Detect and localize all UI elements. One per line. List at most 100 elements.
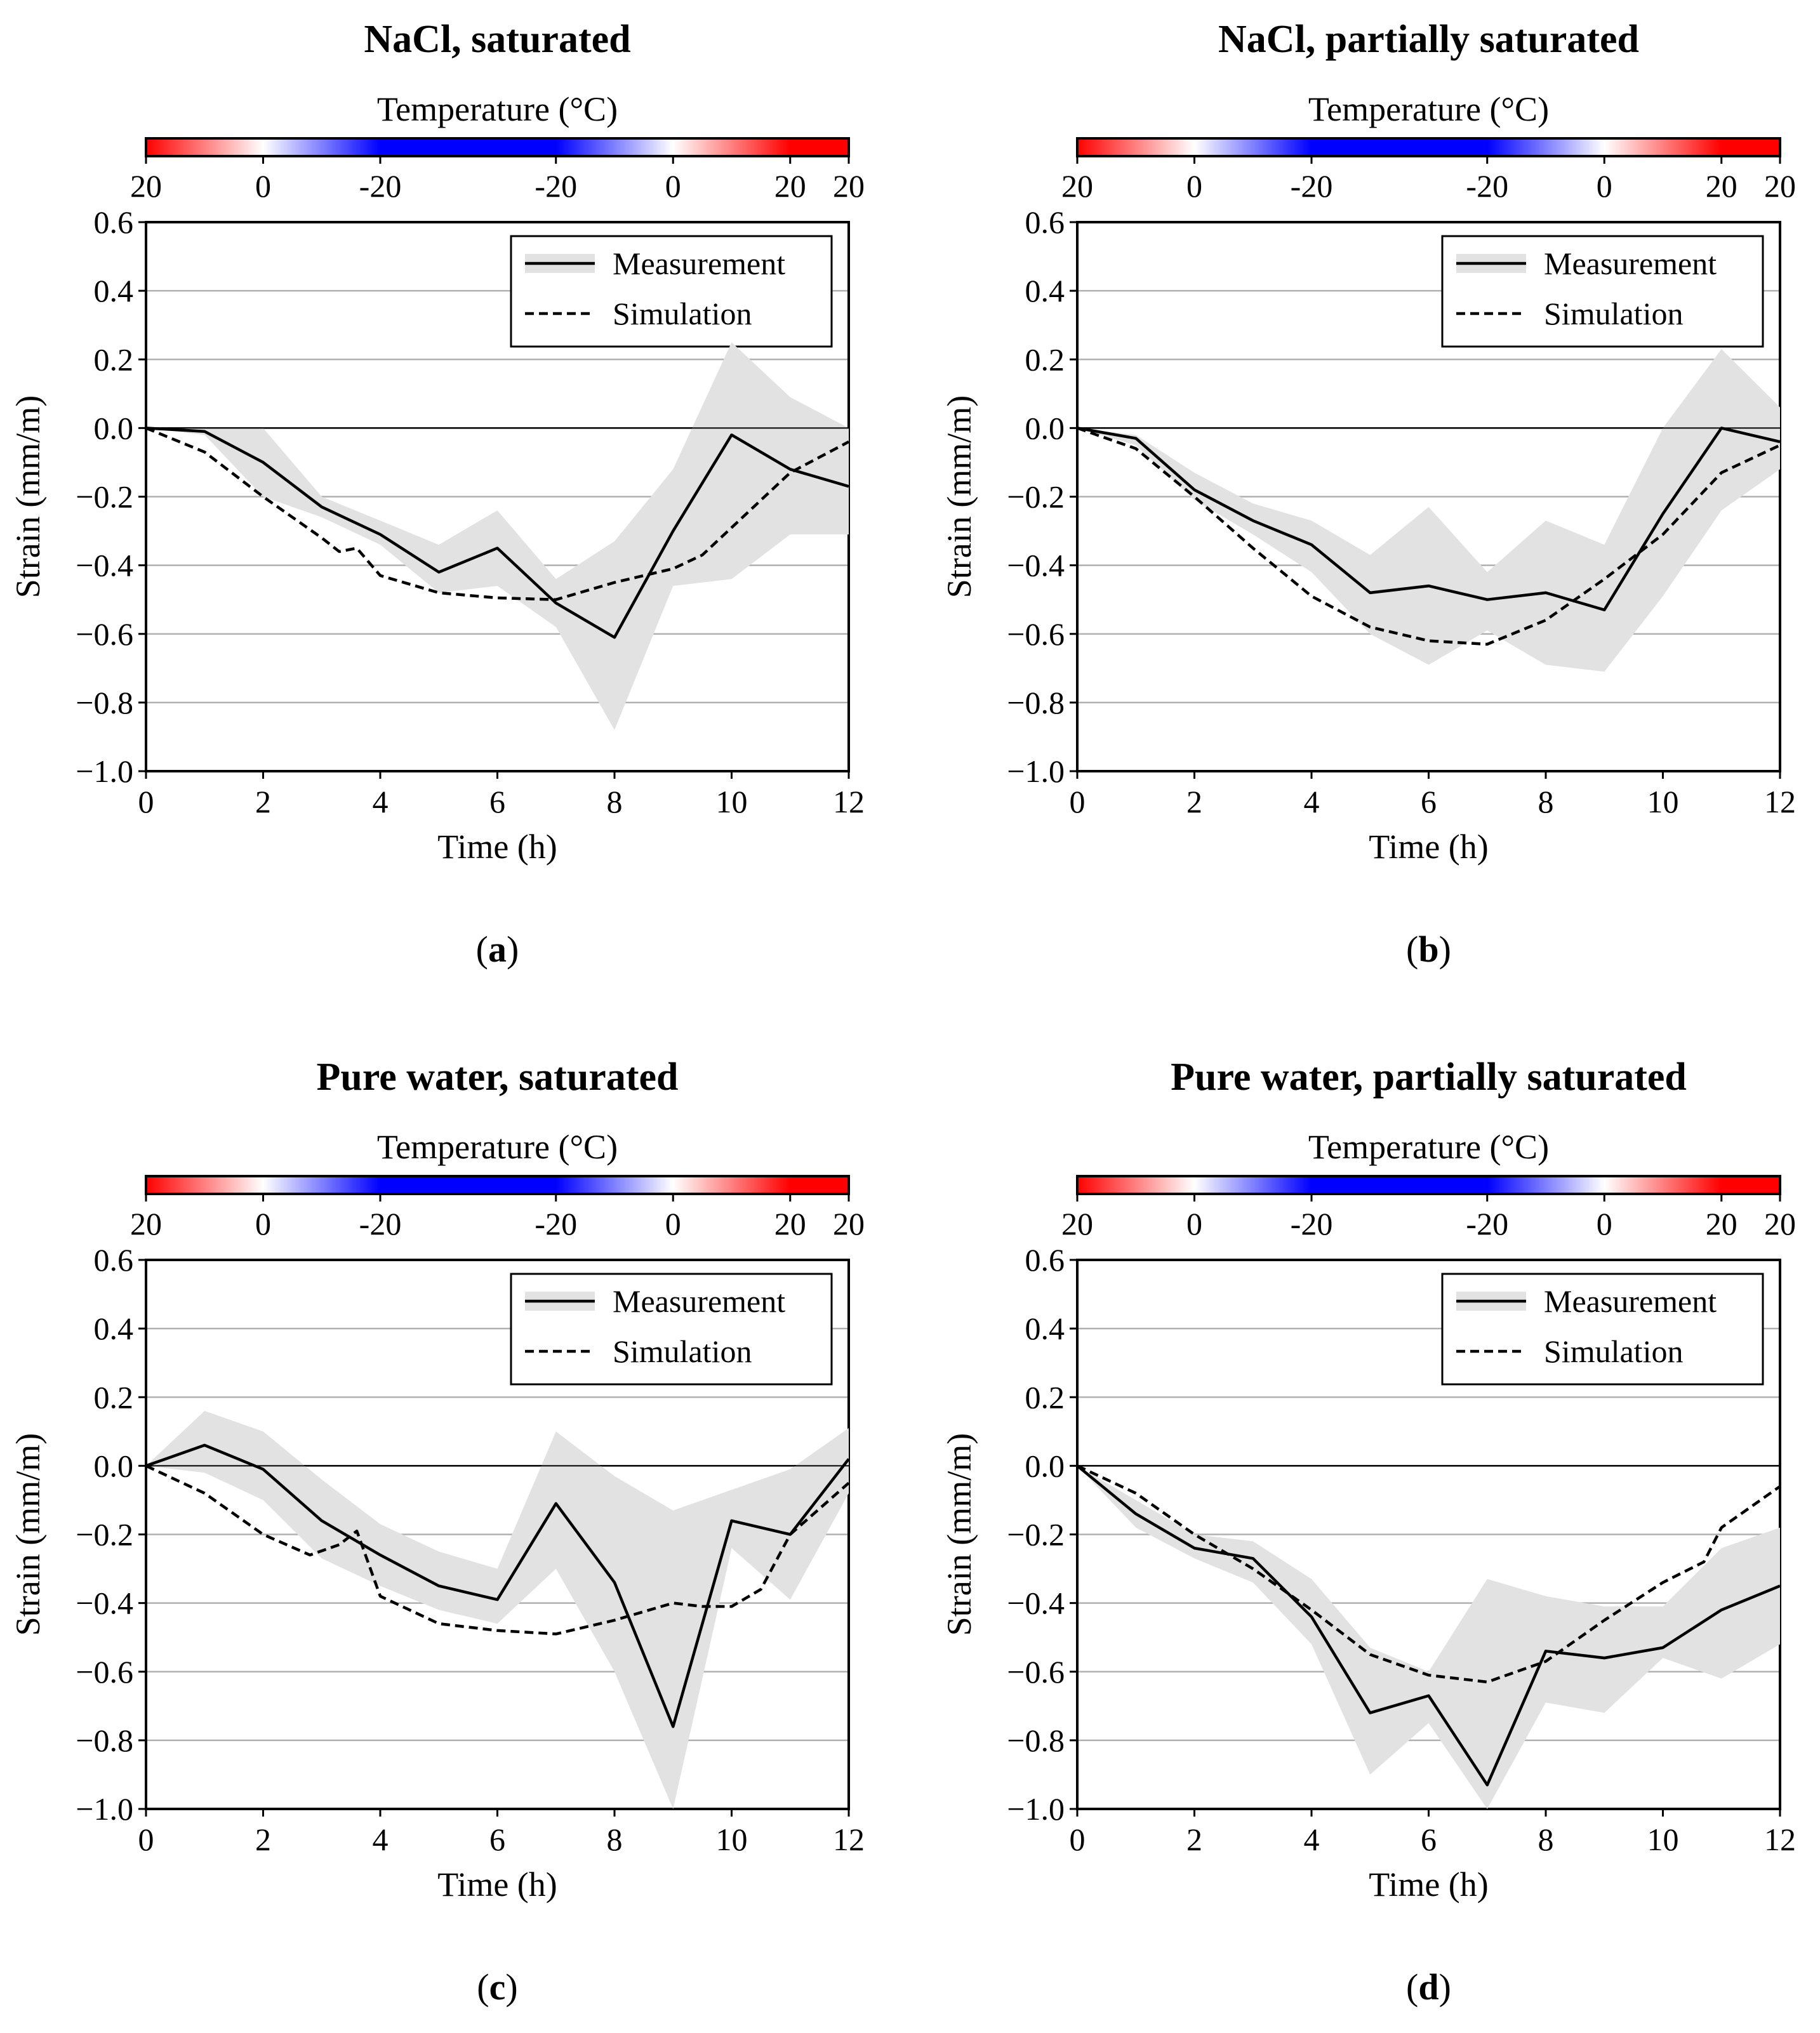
colorbar-tick-label: -20 bbox=[359, 168, 402, 204]
x-tick-label: 12 bbox=[1764, 1822, 1796, 1857]
colorbar-tick-label: 0 bbox=[665, 168, 681, 204]
panel-sublabel: (b) bbox=[1406, 929, 1451, 970]
x-tick-label: 6 bbox=[489, 784, 505, 819]
y-tick-label: −0.4 bbox=[76, 548, 133, 583]
colorbar-tick-label: 20 bbox=[833, 1206, 865, 1242]
y-tick-label: 0.4 bbox=[1025, 1311, 1065, 1346]
x-tick-label: 2 bbox=[1186, 1822, 1202, 1857]
y-tick-label: −0.8 bbox=[76, 685, 133, 720]
sublabel-open: ( bbox=[1406, 929, 1418, 970]
plot-content bbox=[146, 1410, 849, 1809]
legend-measurement-label: Measurement bbox=[613, 246, 785, 281]
colorbar-tick-label: -20 bbox=[1291, 168, 1333, 204]
y-tick-label: 0.2 bbox=[1025, 341, 1065, 377]
chart-title: Pure water, saturated bbox=[317, 1056, 679, 1099]
y-tick-label: 0.6 bbox=[1025, 1242, 1065, 1278]
x-tick-label: 6 bbox=[1421, 1822, 1437, 1857]
measurement-band bbox=[1077, 1466, 1780, 1809]
chart-panel-b: NaCl, partially saturated Temperature (°C… bbox=[940, 18, 1796, 970]
x-tick-label: 0 bbox=[1070, 1822, 1086, 1857]
colorbar-tick-label: 20 bbox=[833, 168, 865, 204]
colorbar bbox=[1076, 1175, 1781, 1195]
x-tick-label: 4 bbox=[1304, 784, 1320, 819]
y-tick-label: 0.6 bbox=[1025, 204, 1065, 240]
x-tick-label: 12 bbox=[1764, 784, 1796, 819]
colorbar bbox=[145, 137, 850, 157]
colorbar-tick-label: 0 bbox=[1597, 1206, 1612, 1242]
legend-measurement-label: Measurement bbox=[613, 1283, 785, 1319]
y-tick-label: 0.2 bbox=[94, 341, 134, 377]
sublabel-letter: b bbox=[1418, 929, 1438, 970]
x-tick-label: 10 bbox=[716, 1822, 748, 1857]
sublabel-open: ( bbox=[476, 929, 488, 970]
y-tick-label: −1.0 bbox=[76, 753, 133, 789]
sublabel-close: ) bbox=[507, 929, 519, 970]
x-tick-label: 4 bbox=[373, 784, 389, 819]
y-tick-label: 0.6 bbox=[94, 204, 134, 240]
simulation-line bbox=[1077, 427, 1780, 646]
colorbar-tick-label: -20 bbox=[535, 1206, 577, 1242]
colorbar bbox=[1076, 137, 1781, 157]
colorbar-tick-label: 20 bbox=[1706, 1206, 1737, 1242]
x-tick-label: 2 bbox=[255, 1822, 271, 1857]
legend-simulation-label: Simulation bbox=[1544, 296, 1683, 331]
colorbar-tick-label: -20 bbox=[1466, 1206, 1508, 1242]
chart-title: Pure water, partially saturated bbox=[1171, 1056, 1687, 1099]
x-axis-label: Time (h) bbox=[1369, 828, 1489, 866]
y-axis-label: Strain (mm/m) bbox=[940, 395, 978, 598]
colorbar-tick-label: 0 bbox=[1186, 168, 1202, 204]
x-tick-label: 10 bbox=[716, 784, 748, 819]
plot-content bbox=[146, 342, 849, 731]
y-tick-label: −0.4 bbox=[1007, 1586, 1065, 1621]
measurement-line bbox=[146, 1443, 849, 1728]
measurement-band bbox=[146, 342, 849, 731]
colorbar-tick-label: -20 bbox=[359, 1206, 402, 1242]
colorbar-tick-label: 0 bbox=[1597, 168, 1612, 204]
y-tick-label: 0.2 bbox=[1025, 1379, 1065, 1415]
plot-content bbox=[1077, 349, 1780, 672]
y-tick-label: −0.6 bbox=[1007, 616, 1065, 652]
x-tick-label: 8 bbox=[1538, 784, 1554, 819]
plot-area-c bbox=[146, 1410, 849, 1809]
y-tick-label: −0.2 bbox=[76, 1517, 133, 1553]
plot-area-b bbox=[1077, 349, 1780, 672]
measurement-band bbox=[146, 1410, 849, 1809]
colorbar-tick-label: -20 bbox=[1466, 168, 1508, 204]
x-tick-label: 6 bbox=[489, 1822, 505, 1857]
simulation-line bbox=[146, 1464, 849, 1636]
x-tick-label: 0 bbox=[1070, 784, 1086, 819]
x-tick-label: 2 bbox=[255, 784, 271, 819]
y-tick-label: −1.0 bbox=[1007, 1791, 1065, 1827]
colorbar-tick-label: 20 bbox=[1764, 1206, 1796, 1242]
simulation-line bbox=[146, 427, 849, 601]
panel-sublabel: (d) bbox=[1406, 1966, 1451, 2008]
y-tick-label: 0.4 bbox=[1025, 273, 1065, 308]
y-axis-label: Strain (mm/m) bbox=[9, 395, 47, 598]
colorbar-tick-label: 20 bbox=[1764, 168, 1796, 204]
y-tick-label: −0.2 bbox=[1007, 1517, 1065, 1553]
x-tick-label: 8 bbox=[607, 1822, 623, 1857]
y-tick-label: −0.2 bbox=[76, 479, 133, 515]
sublabel-close: ) bbox=[1439, 929, 1451, 970]
x-tick-label: 12 bbox=[833, 1822, 865, 1857]
y-tick-label: −0.8 bbox=[76, 1723, 133, 1758]
y-tick-label: −0.8 bbox=[1007, 685, 1065, 720]
y-axis-label: Strain (mm/m) bbox=[9, 1433, 47, 1636]
y-tick-label: −0.6 bbox=[76, 616, 133, 652]
y-tick-label: 0.0 bbox=[1025, 1448, 1065, 1483]
colorbar-tick-label: 0 bbox=[665, 1206, 681, 1242]
chart-panel-d: Pure water, partially saturated Temperatu… bbox=[940, 1056, 1796, 2008]
y-tick-label: −1.0 bbox=[1007, 753, 1065, 789]
sublabel-open: ( bbox=[1406, 1966, 1418, 2008]
simulation-line bbox=[1077, 1464, 1780, 1684]
y-tick-label: −0.6 bbox=[76, 1654, 133, 1690]
plot-content bbox=[1077, 1464, 1780, 1809]
legend-simulation-label: Simulation bbox=[613, 1334, 752, 1369]
colorbar-tick-label: 20 bbox=[130, 1206, 162, 1242]
sublabel-letter: a bbox=[488, 929, 507, 970]
colorbar-tick-label: -20 bbox=[535, 168, 577, 204]
legend-simulation-label: Simulation bbox=[613, 296, 752, 331]
sublabel-close: ) bbox=[505, 1966, 517, 2008]
y-tick-label: 0.2 bbox=[94, 1379, 134, 1415]
